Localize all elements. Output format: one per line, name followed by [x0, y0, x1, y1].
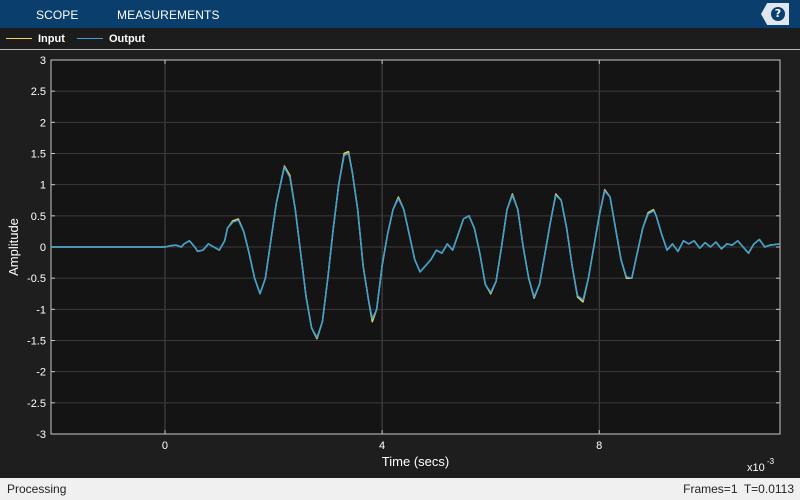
x-axis-label: Time (secs): [382, 454, 449, 469]
help-button[interactable]: ?: [761, 3, 789, 25]
series-line-output: [51, 152, 780, 339]
toolstrip: SCOPE MEASUREMENTS ?: [0, 0, 800, 28]
status-time: T=0.0113: [743, 482, 794, 496]
tab-scope[interactable]: SCOPE: [36, 8, 79, 22]
x-exponent-power: -3: [767, 457, 775, 466]
plot-area: -3 -2.5 -2 -1.5 -1 -0.5 0 0.5 1 1.5 2 2.5 3 0 4 8 Time (…: [0, 50, 800, 478]
x-tick-label: 8: [596, 440, 602, 452]
y-tick-label: -3: [36, 429, 46, 441]
y-tick-label: -1.5: [27, 336, 46, 348]
chart-svg[interactable]: -3 -2.5 -2 -1.5 -1 -0.5 0 0.5 1 1.5 2 2.5 3 0 4 8 Time (…: [0, 50, 800, 478]
help-area: ?: [744, 0, 800, 28]
y-tick-label: -0.5: [27, 273, 46, 285]
status-processing: Processing: [7, 482, 67, 496]
legend: Input Output: [0, 28, 800, 50]
help-icon: ?: [771, 7, 785, 21]
x-tick-label: 4: [379, 440, 385, 452]
y-tick-label: -2: [36, 367, 46, 379]
status-readout: Frames=1 T=0.0113: [680, 482, 794, 496]
y-tick-label: 1.5: [31, 149, 46, 161]
legend-line-input: [6, 38, 32, 39]
legend-line-output: [77, 38, 103, 39]
status-bar: Processing Frames=1 T=0.0113: [0, 478, 800, 500]
y-tick-label: 0.5: [31, 211, 46, 223]
y-axis-label: Amplitude: [6, 218, 21, 276]
tab-measurements[interactable]: MEASUREMENTS: [117, 8, 220, 22]
y-tick-label: 2.5: [31, 86, 46, 98]
x-exponent-label: x10: [747, 462, 765, 474]
legend-item-input[interactable]: Input: [6, 28, 65, 49]
y-tick-label: -2.5: [27, 398, 46, 410]
y-tick-label: -1: [36, 304, 46, 316]
legend-label-input: Input: [38, 32, 65, 45]
status-frames: Frames=1: [683, 482, 738, 496]
y-tick-label: 3: [40, 55, 46, 67]
y-tick-label: 0: [40, 242, 46, 254]
y-tick-label: 1: [40, 180, 46, 192]
legend-label-output: Output: [109, 32, 146, 45]
legend-item-output[interactable]: Output: [77, 28, 145, 49]
x-tick-label: 0: [162, 440, 168, 452]
y-tick-label: 2: [40, 117, 46, 129]
